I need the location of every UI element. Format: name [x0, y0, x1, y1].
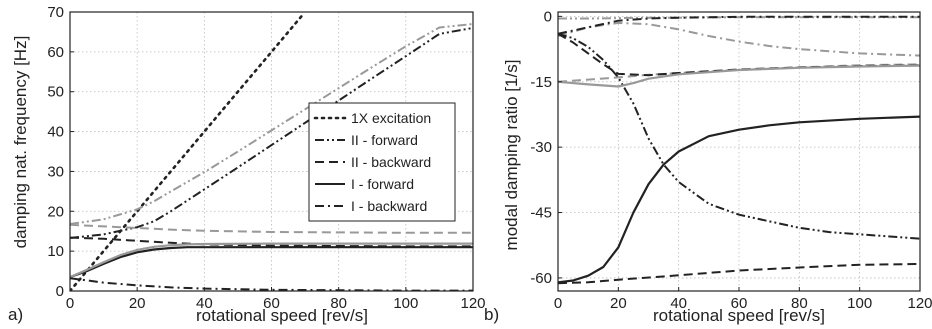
legend-item-label: II - backward: [351, 154, 431, 170]
chart-a-xlabel: rotational speed [rev/s]: [196, 306, 368, 325]
chart-a-xtick-label: 100: [393, 295, 418, 312]
chart-a-ylabel: damping nat. frequency [Hz]: [11, 36, 30, 249]
chart-a-xtick-label: 60: [263, 295, 280, 312]
chart-a-series-line: [70, 242, 473, 279]
chart-b-xlabel: rotational speed [rev/s]: [653, 306, 825, 325]
chart-b-series-line: [558, 15, 920, 35]
chart-b-xtick-label: 20: [610, 295, 627, 312]
legend: 1X excitation II - forward II - backward I …: [308, 102, 456, 222]
chart-a-ytick-label: 40: [47, 124, 64, 141]
chart-b-series-line: [558, 263, 920, 285]
chart-a-xtick-label: 40: [196, 295, 213, 312]
chart-b-xtick-label: 100: [847, 295, 872, 312]
chart-b-xtick-label: 120: [907, 295, 932, 312]
chart-b-series-line: [558, 115, 920, 284]
chart-a-series-line: [70, 246, 473, 279]
chart-a-series-line: [70, 223, 473, 234]
chart-a-ytick-label: 10: [47, 243, 64, 260]
chart-b-ytick-label: 0: [544, 8, 552, 25]
panel-b-label: b): [484, 305, 499, 324]
chart-a-xtick-label: 20: [129, 295, 146, 312]
chart-a-xtick-label: 80: [330, 295, 347, 312]
chart-a-series-line: [70, 236, 473, 248]
legend-item-label: II - forward: [351, 132, 418, 148]
chart-b-xtick-label: 80: [791, 295, 808, 312]
chart-b-ytick-label: -60: [530, 270, 552, 287]
chart-a-series-line: [70, 23, 473, 225]
chart-b-ylabel: modal damping ratio [1/s]: [502, 60, 521, 251]
chart-a-series-line: [70, 26, 473, 239]
panel-a-label: a): [8, 305, 23, 324]
chart-b-ytick-label: -15: [530, 74, 552, 91]
chart-b-ytick-label: -45: [530, 205, 552, 222]
legend-item-label: 1X excitation: [351, 110, 431, 126]
chart-a-xtick-label: 120: [460, 295, 485, 312]
chart-b-ytick-label: -30: [530, 139, 552, 156]
chart-a-ytick-label: 70: [47, 4, 64, 21]
chart-a-ytick-label: 20: [47, 203, 64, 220]
legend-item-label: I - backward: [351, 198, 427, 214]
chart-b: 0 20 40 60 80 100 120 0 -15 -30 -45 -60: [530, 8, 932, 312]
chart-b-series-line: [558, 16, 920, 20]
chart-b-series-line: [558, 32, 920, 240]
legend-item-label: I - forward: [351, 176, 414, 192]
chart-b-xtick-label: 0: [554, 295, 562, 312]
chart-a: 0 20 40 60 80 100 120 0 10 20 30 40 50 60 70: [47, 4, 485, 312]
chart-a-ytick-label: 30: [47, 163, 64, 180]
chart-a-ytick-label: 50: [47, 84, 64, 101]
chart-a-xtick-label: 0: [66, 295, 74, 312]
chart-b-series-line: [558, 64, 920, 88]
chart-b-series-line: [558, 21, 920, 57]
chart-a-series-line: [70, 14, 304, 291]
chart-b-xtick-label: 60: [731, 295, 748, 312]
chart-b-xtick-label: 40: [670, 295, 687, 312]
chart-a-ytick-label: 0: [56, 283, 64, 300]
chart-a-ytick-label: 60: [47, 44, 64, 61]
